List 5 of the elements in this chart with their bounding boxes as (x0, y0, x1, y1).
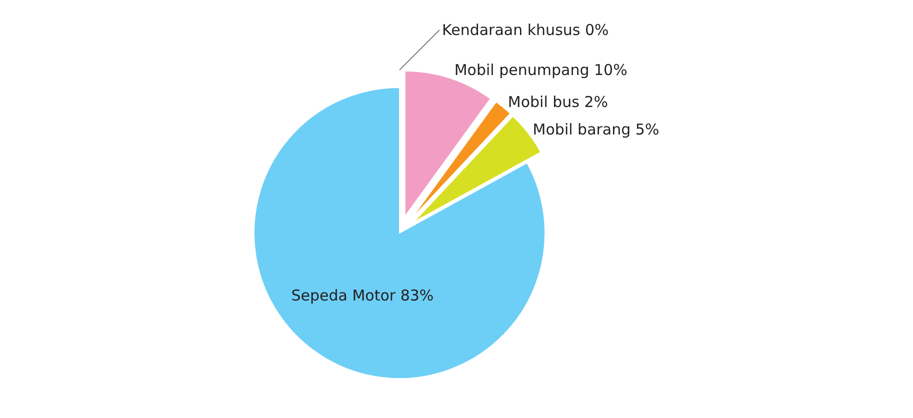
slice-label: Mobil bus 2% (508, 93, 608, 112)
slice-label: Mobil penumpang 10% (454, 60, 628, 79)
slice-label: Mobil barang 5% (532, 120, 660, 139)
category-label: Kendaraan khusus 0% (442, 21, 609, 39)
slice-label: Sepeda Motor 83% (291, 286, 434, 305)
